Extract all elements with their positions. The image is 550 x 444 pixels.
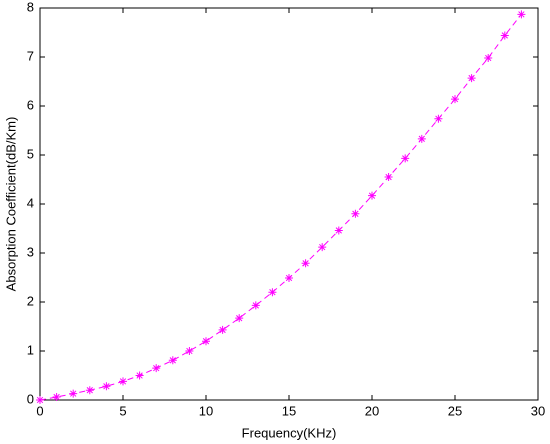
x-tick-label: 20 [365, 403, 379, 418]
x-tick-label: 10 [199, 403, 213, 418]
data-point [36, 396, 44, 404]
data-point [135, 371, 144, 380]
data-point [102, 382, 111, 391]
data-point [334, 226, 343, 235]
data-point [517, 10, 526, 19]
data-point [467, 74, 476, 83]
y-tick-label: 6 [27, 97, 34, 112]
y-tick-label: 4 [27, 195, 34, 210]
y-tick-label: 5 [27, 146, 34, 161]
data-point [168, 356, 177, 365]
data-point [251, 301, 260, 310]
data-point [152, 364, 161, 373]
data-point [119, 377, 127, 386]
data-point [202, 337, 210, 346]
data-point [301, 259, 310, 268]
x-tick-label: 30 [531, 403, 545, 418]
data-point [401, 154, 410, 163]
data-point [218, 325, 227, 334]
y-tick-label: 8 [27, 0, 34, 14]
y-axis-label: Absorption Coefficient(dB/Km) [3, 117, 18, 292]
data-point [69, 389, 78, 398]
data-point [318, 243, 327, 252]
plot-frame [39, 7, 539, 401]
data-point [384, 173, 393, 182]
x-axis-label: Frequency(KHz) [242, 425, 337, 440]
y-tick-label: 7 [27, 48, 34, 63]
y-tick-label: 0 [27, 391, 34, 406]
data-point [85, 386, 94, 395]
x-tick-label: 15 [282, 403, 296, 418]
data-point [368, 191, 376, 200]
data-point [52, 393, 61, 402]
y-tick-label: 3 [27, 244, 34, 259]
data-point [434, 114, 443, 123]
data-point [235, 314, 244, 323]
data-point [417, 134, 426, 143]
data-point [500, 31, 509, 40]
data-point [484, 53, 493, 62]
y-tick-label: 2 [27, 293, 34, 308]
data-point [268, 288, 277, 297]
data-point [185, 347, 194, 355]
data-point [451, 95, 459, 104]
data-point [285, 273, 293, 282]
x-tick-label: 5 [119, 403, 126, 418]
y-tick-label: 1 [27, 342, 34, 357]
series-line [39, 14, 522, 401]
x-tick-label: 0 [36, 403, 43, 418]
x-tick-label: 25 [448, 403, 462, 418]
data-point [351, 209, 360, 218]
